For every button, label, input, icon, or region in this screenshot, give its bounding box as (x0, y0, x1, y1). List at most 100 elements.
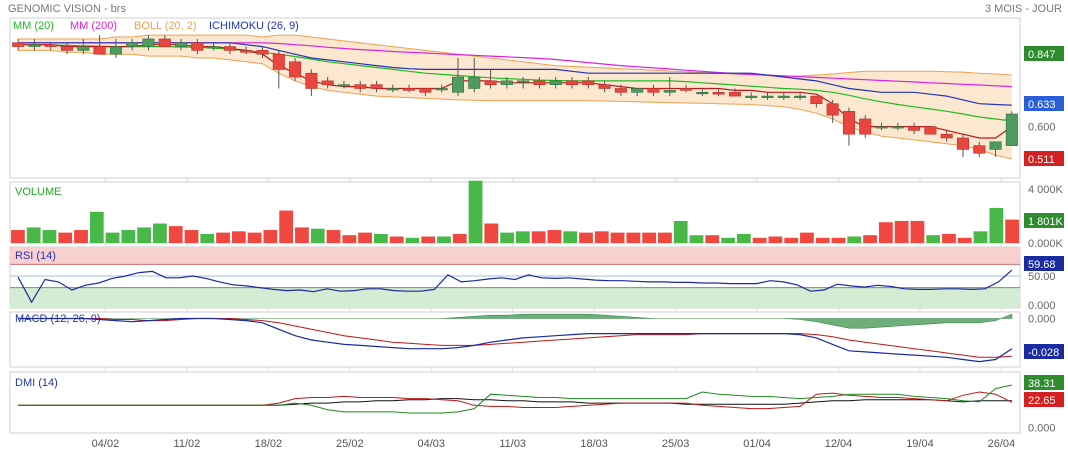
candle (728, 91, 741, 97)
volume-bar (863, 235, 877, 243)
candle (663, 90, 676, 93)
price-low-label-bg (1024, 151, 1064, 166)
chart-period: 3 MOIS - JOUR (985, 3, 1062, 15)
rsi-title: RSI (14) (15, 250, 56, 262)
x-tick-label: 25/02 (336, 438, 364, 450)
volume-title: VOLUME (15, 186, 61, 198)
candle (12, 42, 25, 47)
volume-bar (894, 220, 909, 243)
mm20-line (18, 44, 1012, 122)
volume-bar (58, 232, 73, 243)
volume-bar (184, 230, 199, 243)
candle (908, 126, 921, 131)
x-tick-label: 01/04 (743, 438, 771, 450)
chart-title: GENOMIC VISION - brs (8, 3, 126, 15)
volume-bar (878, 222, 893, 243)
rsi-last-label-bg (1024, 256, 1064, 271)
volume-bar (531, 231, 546, 243)
dmi-plus-label: 38.31 (1028, 378, 1056, 390)
candle (109, 46, 122, 55)
volume-bar (942, 233, 956, 243)
candle (533, 80, 546, 85)
macd-last-label: -0.028 (1028, 347, 1059, 359)
x-tick-label: 19/04 (906, 438, 934, 450)
volume-bar (358, 232, 372, 243)
volume-bar (310, 228, 325, 243)
candle (484, 80, 497, 85)
candle (321, 80, 334, 85)
volume-bar (563, 231, 578, 243)
candle (745, 95, 758, 98)
volume-bar (421, 236, 436, 243)
volume-bar (484, 223, 499, 243)
legend-mm20: MM (20) (13, 20, 54, 32)
volume-bar (831, 237, 846, 243)
x-tick-label: 25/03 (662, 438, 690, 450)
candle (842, 111, 855, 135)
x-tick-label: 18/03 (580, 438, 608, 450)
candle (810, 95, 823, 105)
volume-bar (263, 230, 278, 243)
volume-y-tick-label: 0.000K (1028, 238, 1064, 250)
x-tick-label: 04/03 (417, 438, 445, 450)
volume-bar (42, 230, 57, 243)
volume-bar (642, 232, 657, 243)
candle (973, 145, 986, 154)
volume-bar (279, 210, 294, 243)
macd-title: MACD (12, 26, 9) (15, 313, 101, 325)
candle (175, 42, 188, 47)
candle (354, 84, 367, 89)
candle (826, 103, 839, 116)
candle (223, 46, 236, 51)
x-tick-label: 26/04 (988, 438, 1016, 450)
volume-bar (815, 237, 830, 243)
candle (435, 88, 448, 91)
volume-bar (247, 232, 262, 243)
volume-bar (689, 235, 704, 243)
volume-bar (500, 232, 514, 243)
price-y-tick-label: 0.600 (1028, 122, 1056, 134)
candle (891, 126, 904, 129)
candle (256, 50, 269, 55)
rsi-oversold-zone (10, 287, 1020, 308)
panel-frame-vol (9, 181, 1021, 244)
bollinger-upper (18, 34, 1012, 77)
volume-bar (452, 233, 467, 243)
volume-bar (153, 223, 167, 243)
volume-bar (168, 226, 183, 243)
candle (126, 42, 139, 47)
candle (386, 88, 399, 91)
labels: 04/02 11/02 18/02 25/02 04/03 11/03 18/03 25/03… (92, 45, 1064, 450)
candle (859, 118, 872, 135)
candle (680, 88, 693, 91)
candle (191, 42, 204, 51)
dmi-title: DMI (14) (15, 377, 58, 389)
volume-bar (721, 237, 735, 243)
candle (61, 46, 74, 51)
x-tick-label: 04/02 (92, 438, 120, 450)
x-tick-label: 12/04 (825, 438, 853, 450)
candle (631, 88, 644, 93)
candle (940, 133, 953, 139)
volume-bar (389, 236, 404, 243)
rsi-y-tick-label: 0.000 (1028, 300, 1056, 312)
price-high-label-bg (1024, 46, 1064, 61)
x-tick-label: 11/03 (499, 438, 526, 450)
price-last-label-bg (1024, 96, 1064, 111)
volume-bar (342, 235, 357, 243)
candle (582, 80, 595, 85)
macd-signal-line (18, 318, 1012, 358)
candle (989, 141, 1002, 150)
dmi-plus-line (18, 384, 1013, 414)
volume-last-label: 1 801K (1028, 216, 1064, 228)
volume-bar (547, 230, 562, 243)
candle (403, 88, 416, 91)
candle (419, 88, 432, 93)
dmi-y-tick-label: 0.000 (1028, 422, 1056, 434)
volume-bar (11, 230, 25, 243)
candle (1005, 113, 1018, 146)
candle (289, 61, 302, 78)
candle (875, 126, 888, 129)
x-tick-label: 11/02 (174, 438, 201, 450)
